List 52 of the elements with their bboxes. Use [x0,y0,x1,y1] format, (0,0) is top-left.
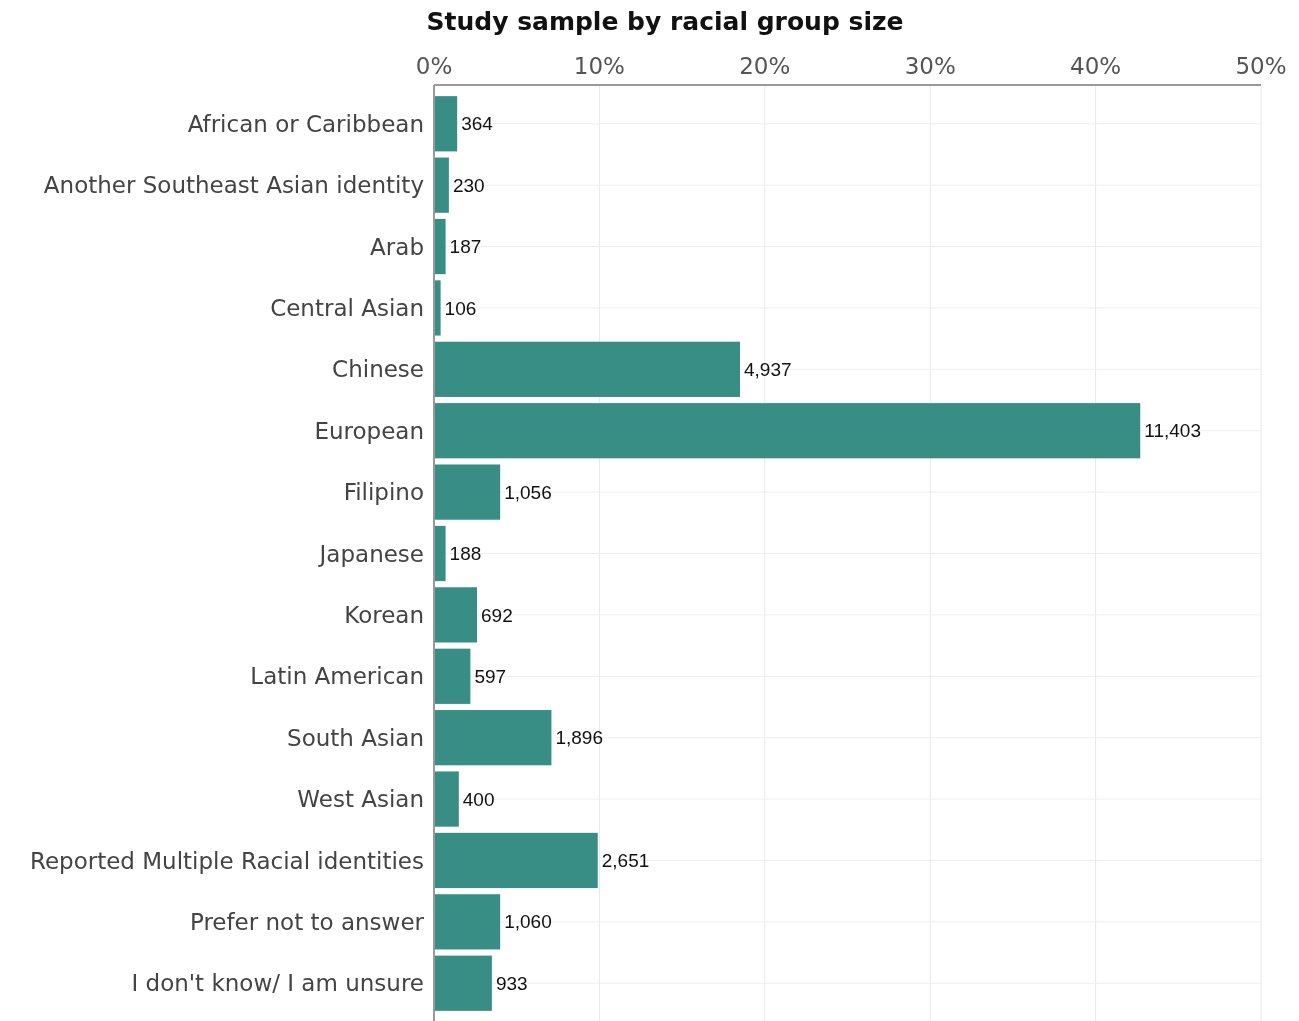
y-tick-label: Latin American [250,663,424,690]
bar [434,280,441,336]
bar [434,464,501,520]
bar [434,403,1141,459]
bar [434,894,501,950]
y-tick-label: I don't know/ I am unsure [131,970,424,997]
bar [434,710,552,766]
y-tick-label: Japanese [317,540,424,567]
x-tick-label: 30% [904,53,956,79]
annotation: 364 [461,113,494,135]
annotation: 692 [481,604,513,626]
y-tick-label: West Asian [297,786,424,813]
y-tick-label: Central Asian [270,294,424,321]
bar [434,341,740,397]
y-tick-label: European [314,417,424,444]
y-tick-label: Prefer not to answer [189,908,425,935]
chart-title: Study sample by racial group size [426,7,904,36]
bar [434,832,598,889]
y-tick-label: South Asian [287,724,424,751]
annotation: 1,056 [504,481,552,503]
y-tick-label: Arab [370,233,424,260]
bar [434,218,446,275]
x-tick-label: 20% [739,53,791,79]
bar [434,525,446,582]
annotation: 11,403 [1144,420,1201,442]
annotation: 2,651 [601,850,650,872]
annotation: 4,937 [743,358,792,380]
x-tick-label: 10% [573,53,625,79]
y-tick-label: Korean [344,601,424,628]
annotation: 597 [474,665,507,687]
bar [434,955,492,1011]
annotation: 400 [462,788,495,810]
bar [434,587,477,643]
x-tick-label: 0% [415,53,453,79]
bar [434,157,449,213]
x-tick-label: 50% [1235,53,1287,79]
annotation: 1,896 [555,727,603,749]
y-tick-label: Reported Multiple Racial identities [29,847,424,874]
annotation: 187 [449,236,482,258]
annotation: 1,060 [504,911,552,933]
bar [434,96,458,152]
annotation: 230 [452,174,485,196]
bar [434,771,459,827]
y-tick-label: Filipino [343,479,424,506]
bar [434,648,471,704]
annotation: 188 [449,543,482,565]
x-tick-label: 40% [1070,53,1122,79]
annotation: 933 [495,972,528,994]
y-tick-label: Another Southeast Asian identity [43,172,424,199]
annotation: 106 [444,297,477,319]
y-tick-label: Chinese [332,356,424,383]
y-tick-label: African or Caribbean [187,110,424,137]
